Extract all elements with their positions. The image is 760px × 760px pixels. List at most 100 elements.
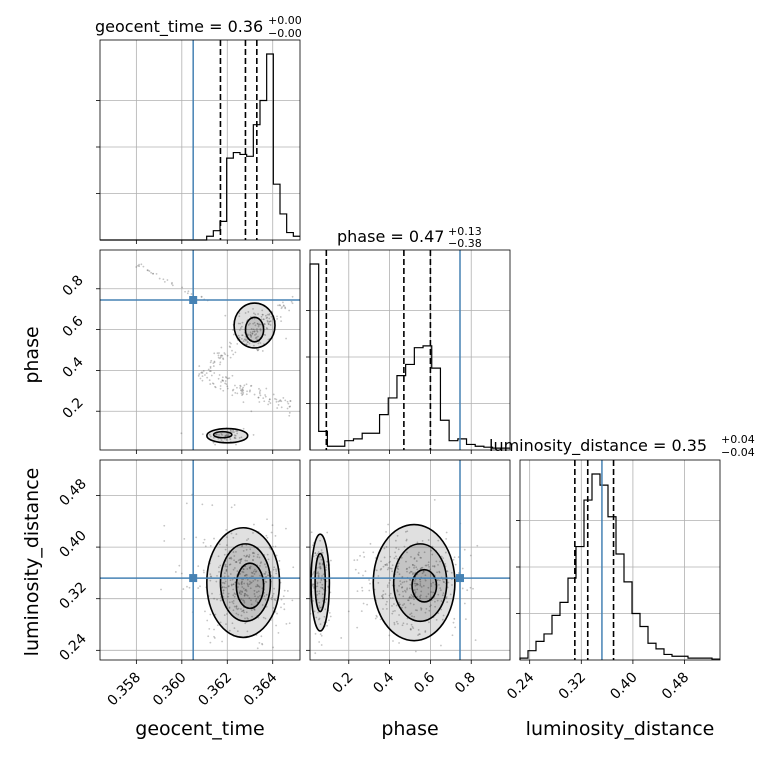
sample-point xyxy=(317,551,320,553)
scatter-panel-geocent_time-vs-luminosity_distance xyxy=(96,459,301,664)
sample-point xyxy=(415,560,418,562)
sample-point xyxy=(385,603,388,606)
sample-point xyxy=(227,434,230,437)
sample-point xyxy=(393,623,396,626)
sample-point xyxy=(239,327,242,330)
xtick-label-luminosity_distance: 0.24 xyxy=(504,669,537,702)
sample-point xyxy=(275,568,277,571)
sample-point xyxy=(382,593,385,596)
sample-point xyxy=(228,629,231,632)
sample-point xyxy=(382,597,384,600)
ytick-label-phase: 0.8 xyxy=(60,272,87,299)
sample-point xyxy=(413,566,415,569)
sample-point xyxy=(288,405,291,408)
sample-point xyxy=(419,556,422,559)
sample-point xyxy=(227,434,230,436)
sample-point xyxy=(241,388,244,390)
sample-point xyxy=(216,574,218,577)
sample-point xyxy=(318,555,321,558)
sample-point xyxy=(257,324,260,326)
sample-point xyxy=(240,583,243,586)
sample-point xyxy=(270,531,273,534)
sample-point xyxy=(411,595,414,598)
sample-point xyxy=(213,537,215,540)
sample-point xyxy=(181,286,184,289)
sample-point xyxy=(445,596,448,598)
sample-point xyxy=(234,434,237,437)
sample-point xyxy=(202,569,205,572)
sample-point xyxy=(225,586,227,589)
ytick-label-phase: 0.2 xyxy=(60,395,87,422)
hist-panel-phase xyxy=(306,249,511,454)
sample-point xyxy=(419,580,422,583)
sample-point xyxy=(263,323,266,325)
sample-point xyxy=(397,562,400,565)
sample-point xyxy=(394,551,397,554)
sample-point xyxy=(285,623,288,625)
sample-point xyxy=(272,646,275,649)
sample-point xyxy=(398,603,401,606)
sample-point xyxy=(246,630,249,633)
sample-point xyxy=(382,608,384,610)
sample-point xyxy=(250,336,252,338)
sample-point xyxy=(316,585,319,588)
sample-point xyxy=(218,374,221,376)
sample-point xyxy=(388,561,391,564)
sample-point xyxy=(272,545,274,548)
sample-point xyxy=(312,587,315,589)
sample-point xyxy=(438,570,441,573)
density-fill xyxy=(220,543,271,622)
sample-point xyxy=(472,587,474,590)
sample-point xyxy=(232,429,235,432)
sample-point xyxy=(155,272,158,275)
sample-point xyxy=(222,379,224,382)
sample-point xyxy=(244,574,247,577)
sample-point xyxy=(246,582,249,585)
sample-point xyxy=(209,435,212,438)
sample-point xyxy=(204,374,206,376)
sample-point xyxy=(272,568,275,571)
sample-point xyxy=(411,573,414,576)
sample-point xyxy=(247,323,250,326)
sample-point xyxy=(388,582,391,584)
sample-point xyxy=(229,429,232,432)
sample-point xyxy=(291,295,294,298)
sample-point xyxy=(389,560,392,563)
sample-point xyxy=(237,607,240,610)
sample-point xyxy=(243,592,246,595)
sample-point xyxy=(275,570,278,572)
xlabel-geocent-time: geocent_time xyxy=(135,718,264,740)
density-fill xyxy=(245,317,264,342)
sample-point xyxy=(209,641,212,644)
sample-point xyxy=(214,443,217,446)
sample-point xyxy=(398,585,401,587)
sample-point xyxy=(274,545,277,548)
sample-point xyxy=(256,349,259,352)
sample-point xyxy=(445,531,448,534)
sample-point xyxy=(242,599,245,602)
sample-point xyxy=(437,593,440,596)
sample-point xyxy=(427,593,430,595)
sample-point xyxy=(208,433,211,436)
sample-point xyxy=(264,334,267,336)
sample-point xyxy=(224,376,227,378)
sample-point xyxy=(321,593,324,596)
sample-point xyxy=(198,365,201,367)
sample-point xyxy=(398,573,401,576)
sample-point xyxy=(416,568,419,571)
sample-point xyxy=(242,386,245,389)
sample-point xyxy=(213,637,216,639)
sample-point xyxy=(249,333,252,336)
sample-point xyxy=(252,570,255,573)
sample-point xyxy=(442,557,444,560)
sample-point xyxy=(244,339,247,342)
sample-point xyxy=(400,556,403,559)
ytick-label-phase: 0.4 xyxy=(60,354,87,381)
sample-point xyxy=(435,618,438,621)
sample-point xyxy=(311,573,314,576)
sample-point xyxy=(244,335,247,338)
sample-point xyxy=(319,539,322,542)
sample-point xyxy=(421,539,424,542)
sample-point xyxy=(383,556,386,559)
sample-point xyxy=(404,606,407,609)
